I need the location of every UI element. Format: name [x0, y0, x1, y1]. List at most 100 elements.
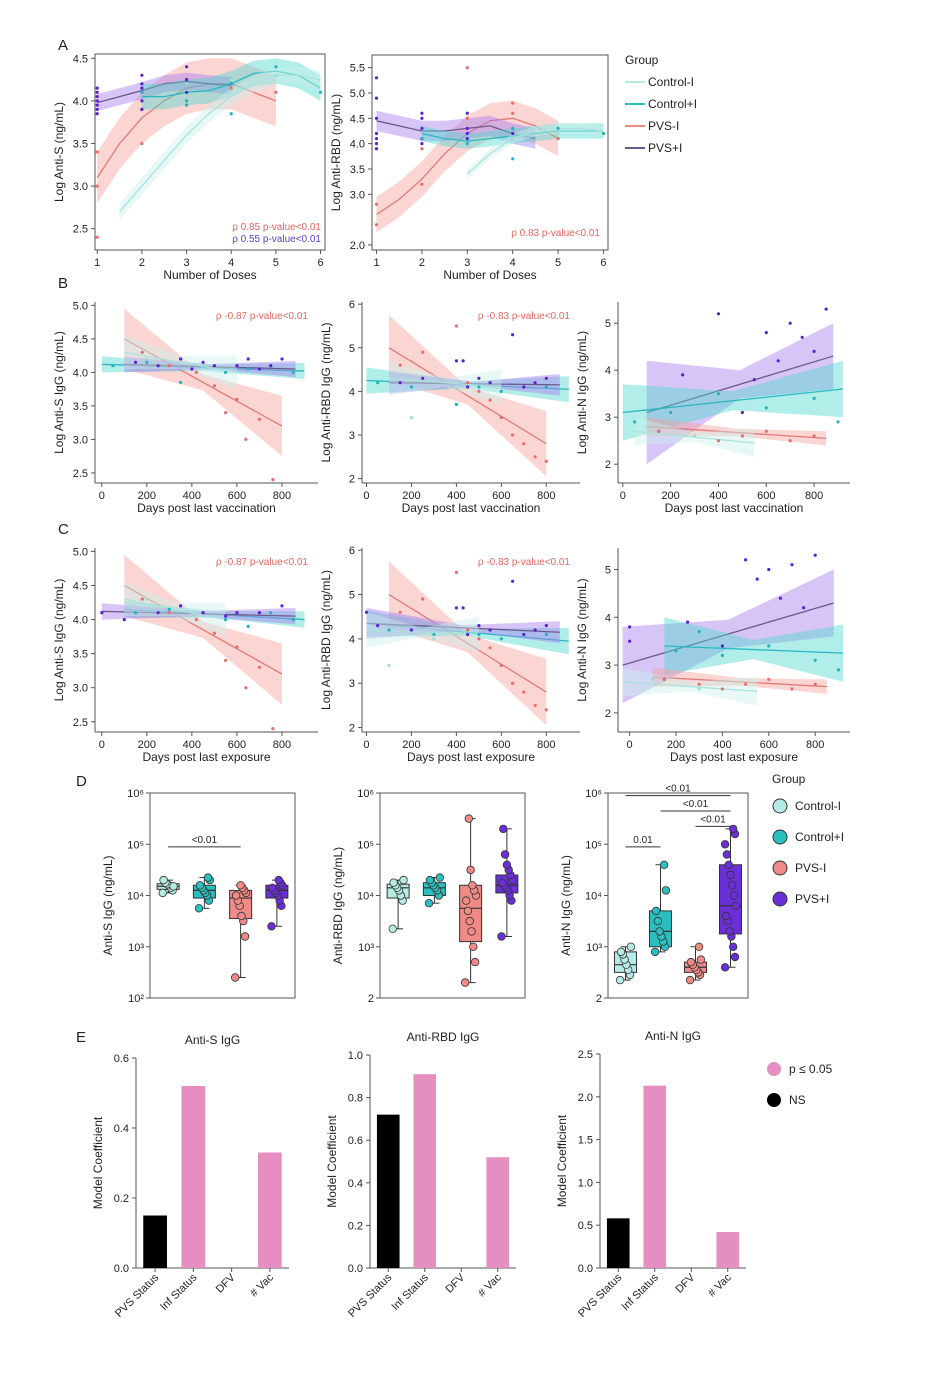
- D3-box-pvs-plus-i-point: [729, 824, 738, 834]
- B2-point-control-plus-i: [454, 402, 458, 407]
- D1-significance-label: <0.01: [192, 835, 218, 846]
- C2-x-tick-label: 0: [363, 739, 369, 751]
- B3-point-pvs-plus-i: [824, 307, 828, 311]
- D3-box-pvs-plus-i-point: [728, 881, 737, 890]
- C2-point-pvs-plus-i: [364, 610, 369, 614]
- E2-y-tick-label: 0.0: [348, 1263, 363, 1275]
- B1-y-axis-title: Log Anti-S IgG (ng/mL): [52, 331, 66, 454]
- A2-point-control-plus-i: [511, 157, 515, 161]
- C2-x-axis-title: Days post last exposure: [407, 750, 535, 764]
- D3-y-tick-label: 10³: [586, 942, 602, 954]
- B2-point-pvs-plus-i: [466, 385, 470, 389]
- C3-point-pvs-plus-i: [755, 577, 759, 581]
- C2-point-control-plus-i: [432, 632, 436, 637]
- C3-y-axis-title: Log Anti-N IgG (ng/mL): [575, 578, 589, 701]
- C2-point-pvs-plus-i: [409, 628, 413, 632]
- A1-y-tick-label: 3.0: [73, 181, 88, 193]
- B1-y-tick-label: 3.0: [73, 434, 88, 446]
- C3-y-tick-label: 3: [605, 660, 611, 672]
- B3-point-pvs-plus-i: [764, 331, 768, 335]
- A1-point-pvs-plus-i: [95, 103, 99, 107]
- A2-series-pvs-plus-i-fit-line: [376, 120, 536, 140]
- D3-box-pvs-plus-i-point: [726, 870, 735, 880]
- A2-point-control-i: [556, 131, 560, 136]
- C2-point-pvs-i: [421, 597, 425, 601]
- panel-letter-c: C: [58, 521, 69, 538]
- legend-d-swatch-control-i: [772, 798, 788, 814]
- B1-point-pvs-i: [224, 411, 228, 415]
- B3-point-pvs-i: [740, 434, 745, 438]
- C2-point-control-plus-i: [544, 632, 548, 637]
- B2-y-tick-label: 3: [349, 430, 355, 442]
- A1-point-pvs-plus-i: [95, 107, 99, 111]
- B1-point-pvs-plus-i: [235, 364, 239, 368]
- C2-point-pvs-plus-i: [544, 624, 548, 628]
- B3-y-tick-label: 5: [605, 318, 611, 330]
- C3-x-tick-label: 200: [667, 739, 685, 751]
- D3-y-tick-label: 10⁶: [585, 788, 602, 800]
- B3-point-pvs-i: [716, 439, 721, 443]
- B3-point-control-plus-i: [669, 410, 673, 415]
- D2-box-pvs-i-point: [468, 881, 477, 890]
- B2-point-pvs-plus-i: [421, 376, 425, 380]
- A1-y-tick-label: 4.0: [73, 96, 88, 108]
- legend-e-label-ns: NS: [789, 1093, 806, 1107]
- B1-point-control-plus-i: [111, 364, 115, 368]
- C3-series-pvs-i-band: [652, 667, 827, 694]
- B1-x-tick-label: 400: [183, 490, 201, 502]
- A2-x-tick-label: 1: [373, 257, 379, 269]
- A2-point-pvs-i: [556, 137, 560, 141]
- D2-box-pvs-i-point: [466, 865, 475, 875]
- B1-series-pvs-plus-i-fit-line: [124, 363, 296, 370]
- D1-box-pvs-plus-i-point: [267, 922, 276, 931]
- A1-point-pvs-plus-i: [95, 112, 99, 116]
- D3-box-pvs-i-point: [694, 942, 704, 951]
- C2-point-pvs-i: [544, 708, 548, 712]
- A2-point-pvs-plus-i: [374, 116, 379, 120]
- panel-letter-b: B: [58, 275, 68, 292]
- panel-letter-a: A: [58, 37, 68, 54]
- E1-y-tick-label: 0.2: [114, 1193, 129, 1205]
- C3-point-pvs-plus-i: [767, 567, 771, 572]
- A1-point-pvs-i: [95, 235, 99, 239]
- B1-point-pvs-plus-i: [190, 367, 194, 371]
- A1-point-pvs-plus-i: [185, 90, 189, 94]
- A1-series-pvs-i-fit-line: [96, 83, 277, 178]
- B2-point-control-plus-i: [409, 385, 413, 389]
- D1-box-control-plus-i-point: [203, 873, 213, 882]
- B1-x-axis-title: Days post last vaccination: [137, 501, 276, 515]
- C3-y-tick-label: 2: [605, 708, 611, 720]
- C2-point-control-i: [387, 663, 391, 668]
- B3-x-tick-label: 800: [805, 490, 823, 502]
- legend-e: p ≤ 0.05 NS: [767, 1062, 833, 1107]
- B1-x-tick-label: 200: [138, 490, 156, 502]
- D2-y-tick-label: 10⁶: [357, 788, 374, 800]
- C3-point-pvs-plus-i: [744, 558, 748, 562]
- C2-series-control-i-fit-line: [366, 629, 479, 636]
- chart-c1: 0 200 400 600 800 2.5 3.0 3.5 4.0 4.5 5.0 Days post…: [52, 546, 318, 764]
- B3-point-pvs-i: [657, 429, 661, 433]
- E2-y-tick-label: 0.2: [348, 1220, 363, 1232]
- legend-d-swatch-pvs-i: [772, 860, 788, 876]
- C1-point-pvs-i: [235, 645, 239, 649]
- C1-point-pvs-i: [167, 611, 171, 615]
- D3-box-pvs-plus-i-point: [729, 942, 738, 951]
- A1-point-pvs-i: [274, 90, 278, 94]
- B2-y-axis-title: Log Anti-RBD IgG (ng/mL): [319, 322, 333, 462]
- C1-point-pvs-plus-i: [100, 611, 104, 615]
- A1-point-pvs-plus-i: [185, 65, 189, 69]
- D2-box-control-plus-i-point: [425, 875, 435, 885]
- B2-x-tick-label: 0: [363, 490, 369, 502]
- B1-x-tick-label: 800: [273, 490, 291, 502]
- B3-point-pvs-plus-i: [716, 312, 721, 316]
- B3-point-control-i: [692, 434, 697, 438]
- C1-point-pvs-plus-i: [235, 611, 239, 615]
- D1-y-tick-label: 10⁵: [127, 839, 144, 851]
- D2-box-pvs-plus-i-point: [500, 850, 510, 859]
- A1-point-control-i: [185, 82, 189, 86]
- E3-y-axis-title: Model Coefficient: [555, 1114, 569, 1207]
- C1-annotation: ρ -0.87 p-value<0.01: [216, 557, 309, 568]
- D3-box-pvs-i-point: [685, 975, 695, 985]
- A1-series-control-i-fit-line: [119, 74, 321, 213]
